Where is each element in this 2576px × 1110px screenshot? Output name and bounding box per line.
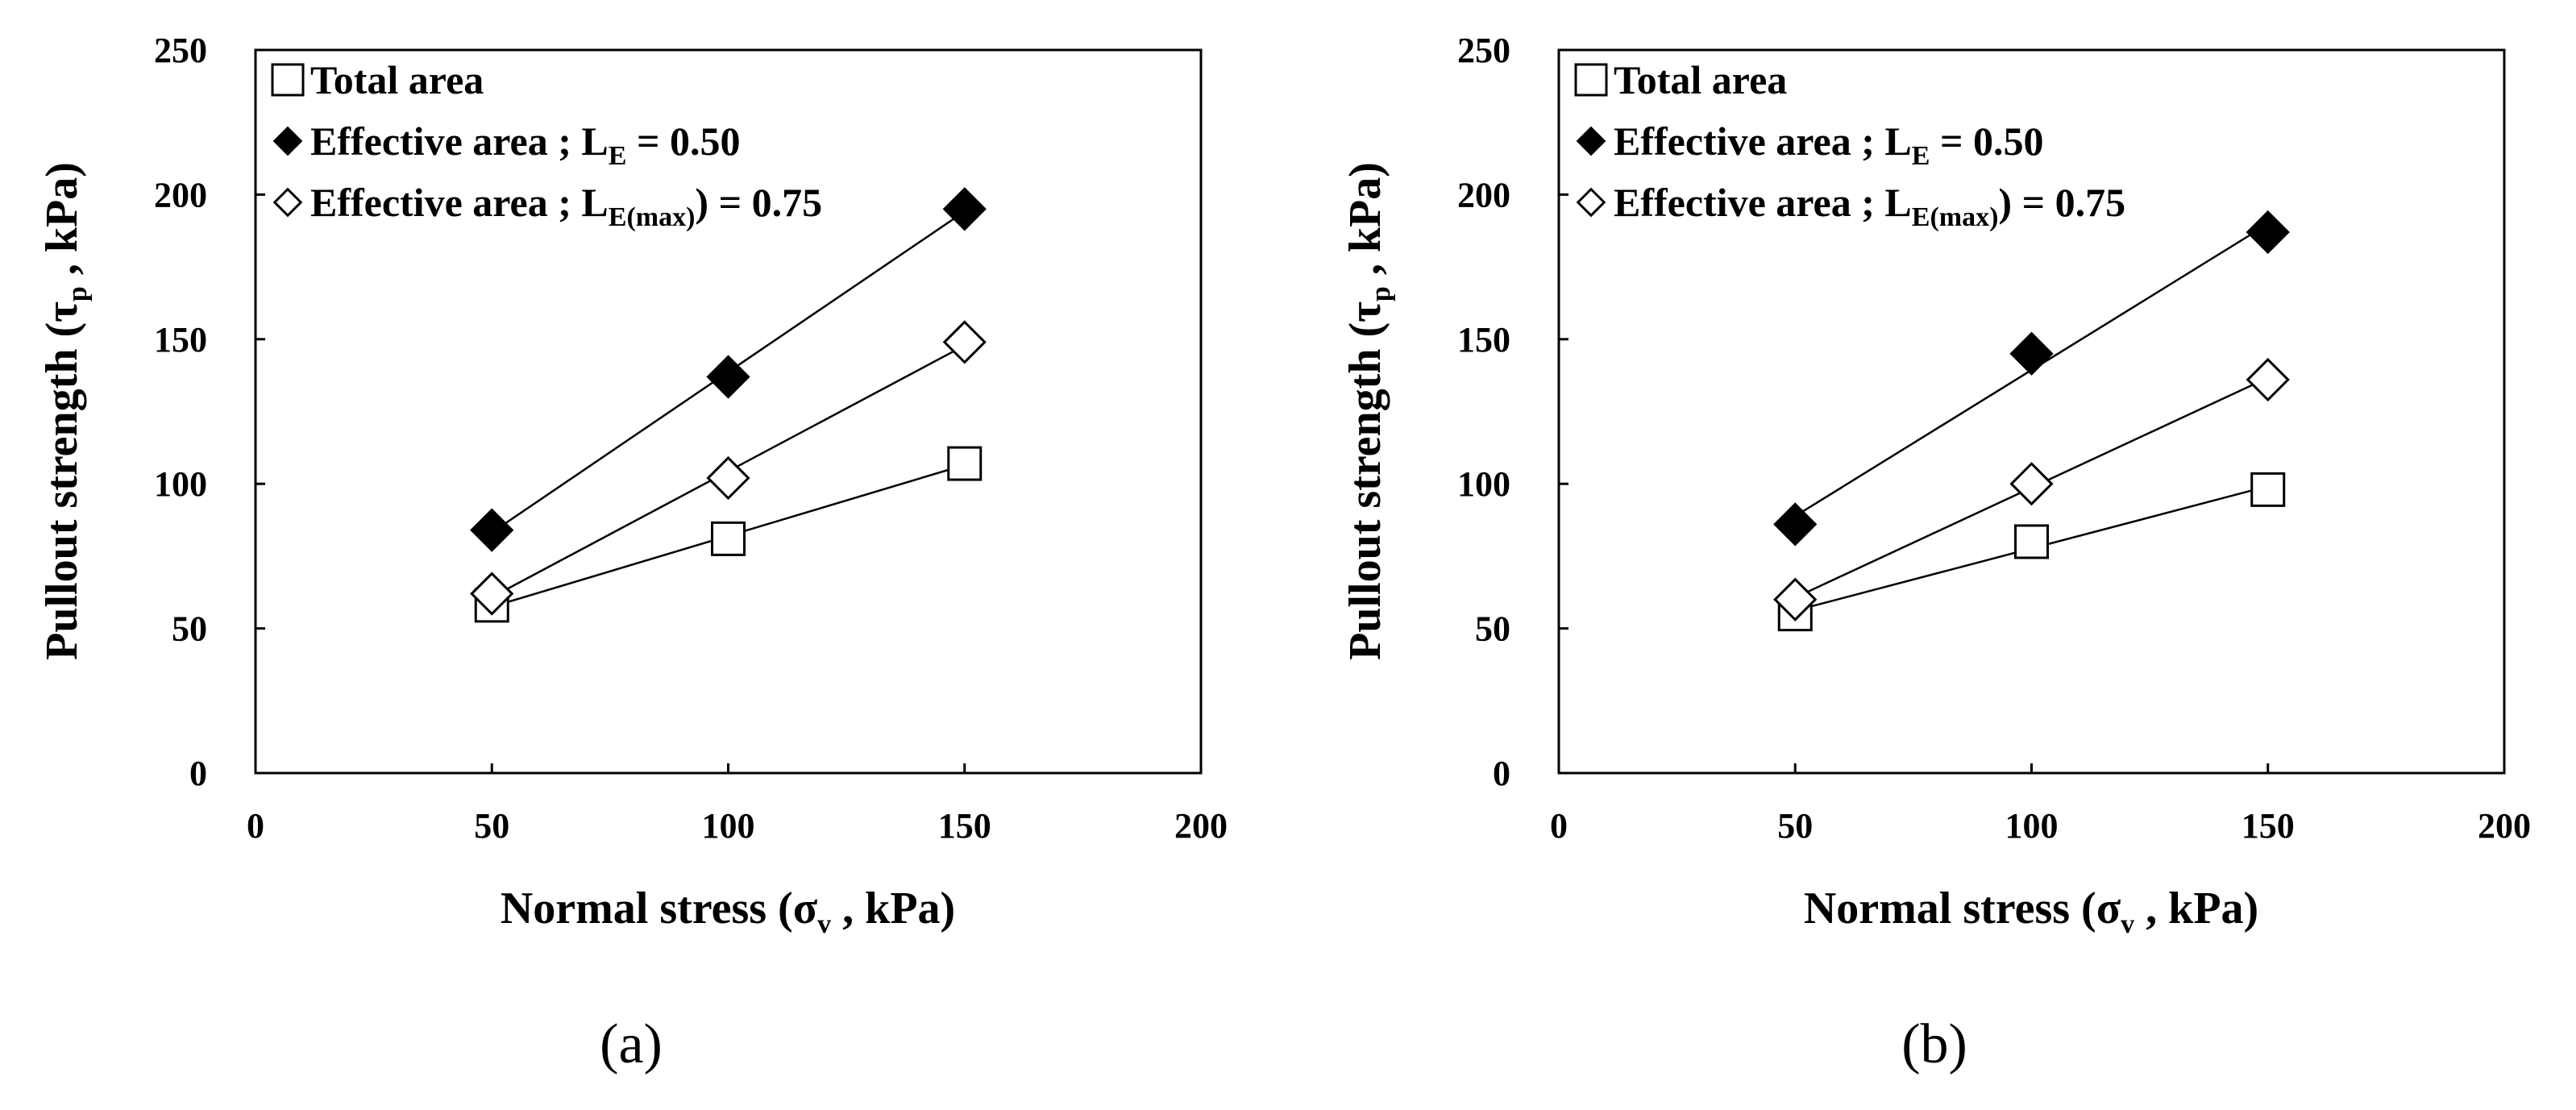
legend-marker-0 xyxy=(1574,63,1608,97)
legend: Total area Effective area ; LE = 0.50 Effe… xyxy=(271,57,822,232)
y-tick-label: 150 xyxy=(154,320,207,360)
legend-label: Effective area ; LE(max)) = 0.75 xyxy=(1614,180,2125,232)
data-point-series-2 xyxy=(942,320,987,364)
x-axis-title: Normal stress (σv , kPa) xyxy=(501,883,955,939)
x-tick-label: 150 xyxy=(938,806,991,846)
chart-panel-a: 0 50 100 150 200 0 50 100 150 200 250 Total area Ef… xyxy=(37,31,1228,1075)
legend-marker-2 xyxy=(1576,187,1606,218)
axis-ticks: 0 50 100 150 200 0 50 100 150 200 250 xyxy=(154,31,1228,846)
panel-label: (a) xyxy=(600,1013,663,1075)
x-axis-title: Normal stress (σv , kPa) xyxy=(1804,883,2258,939)
data-point-series-1 xyxy=(942,187,987,231)
data-point-series-0 xyxy=(947,446,983,481)
y-tick-label: 250 xyxy=(154,31,207,70)
data-point-series-2 xyxy=(1773,577,1818,622)
y-tick-label: 100 xyxy=(1457,464,1510,504)
legend-label: Effective area ; LE(max)) = 0.75 xyxy=(310,180,822,232)
legend-label: Total area xyxy=(1614,57,1787,102)
y-tick-label: 50 xyxy=(172,609,207,649)
y-axis-title: Pullout strength (τp , kPa) xyxy=(1340,162,1396,660)
y-tick-label: 250 xyxy=(1457,31,1510,70)
x-tick-label: 100 xyxy=(702,806,755,846)
y-tick-label: 200 xyxy=(1457,175,1510,214)
data-point-series-2 xyxy=(2246,357,2290,402)
data-marks xyxy=(1773,210,2290,632)
data-point-series-2 xyxy=(2009,462,2054,506)
y-tick-label: 0 xyxy=(1493,754,1510,793)
legend-label: Total area xyxy=(310,57,484,102)
y-tick-label: 150 xyxy=(1457,320,1510,360)
x-tick-label: 0 xyxy=(1550,806,1568,846)
data-point-series-0 xyxy=(2250,472,2286,507)
x-tick-label: 100 xyxy=(2005,806,2059,846)
legend-marker-1 xyxy=(1576,126,1606,156)
data-point-series-1 xyxy=(2246,210,2290,255)
data-point-series-1 xyxy=(2009,331,2054,376)
axis-ticks: 0 50 100 150 200 0 50 100 150 200 250 xyxy=(1457,31,2531,846)
y-tick-label: 200 xyxy=(154,175,207,214)
legend-marker-2 xyxy=(272,187,303,218)
legend: Total area Effective area ; LE = 0.50 Effe… xyxy=(1574,57,2125,232)
legend-marker-1 xyxy=(272,126,303,156)
data-point-series-2 xyxy=(706,455,750,501)
x-tick-label: 50 xyxy=(1777,806,1813,846)
data-point-series-1 xyxy=(706,355,750,399)
y-tick-label: 100 xyxy=(154,464,207,504)
data-point-series-1 xyxy=(1773,502,1818,547)
x-tick-label: 0 xyxy=(247,806,264,846)
chart-panel-b: 0 50 100 150 200 0 50 100 150 200 250 Total area Ef… xyxy=(1340,31,2531,1075)
legend-marker-0 xyxy=(271,63,305,97)
data-point-series-1 xyxy=(470,508,514,552)
data-point-series-0 xyxy=(711,521,746,556)
data-marks xyxy=(470,187,987,623)
legend-label: Effective area ; LE = 0.50 xyxy=(310,118,740,171)
panel-label: (b) xyxy=(1901,1013,1967,1075)
y-axis-title: Pullout strength (τp , kPa) xyxy=(37,162,93,660)
legend-label: Effective area ; LE = 0.50 xyxy=(1614,118,2043,171)
y-tick-label: 0 xyxy=(189,754,207,793)
data-point-series-0 xyxy=(2014,524,2049,559)
x-tick-label: 150 xyxy=(2242,806,2295,846)
y-tick-label: 50 xyxy=(1475,609,1510,649)
x-tick-label: 200 xyxy=(2478,806,2531,846)
x-tick-label: 200 xyxy=(1174,806,1228,846)
data-point-series-2 xyxy=(470,572,514,616)
x-tick-label: 50 xyxy=(474,806,509,846)
